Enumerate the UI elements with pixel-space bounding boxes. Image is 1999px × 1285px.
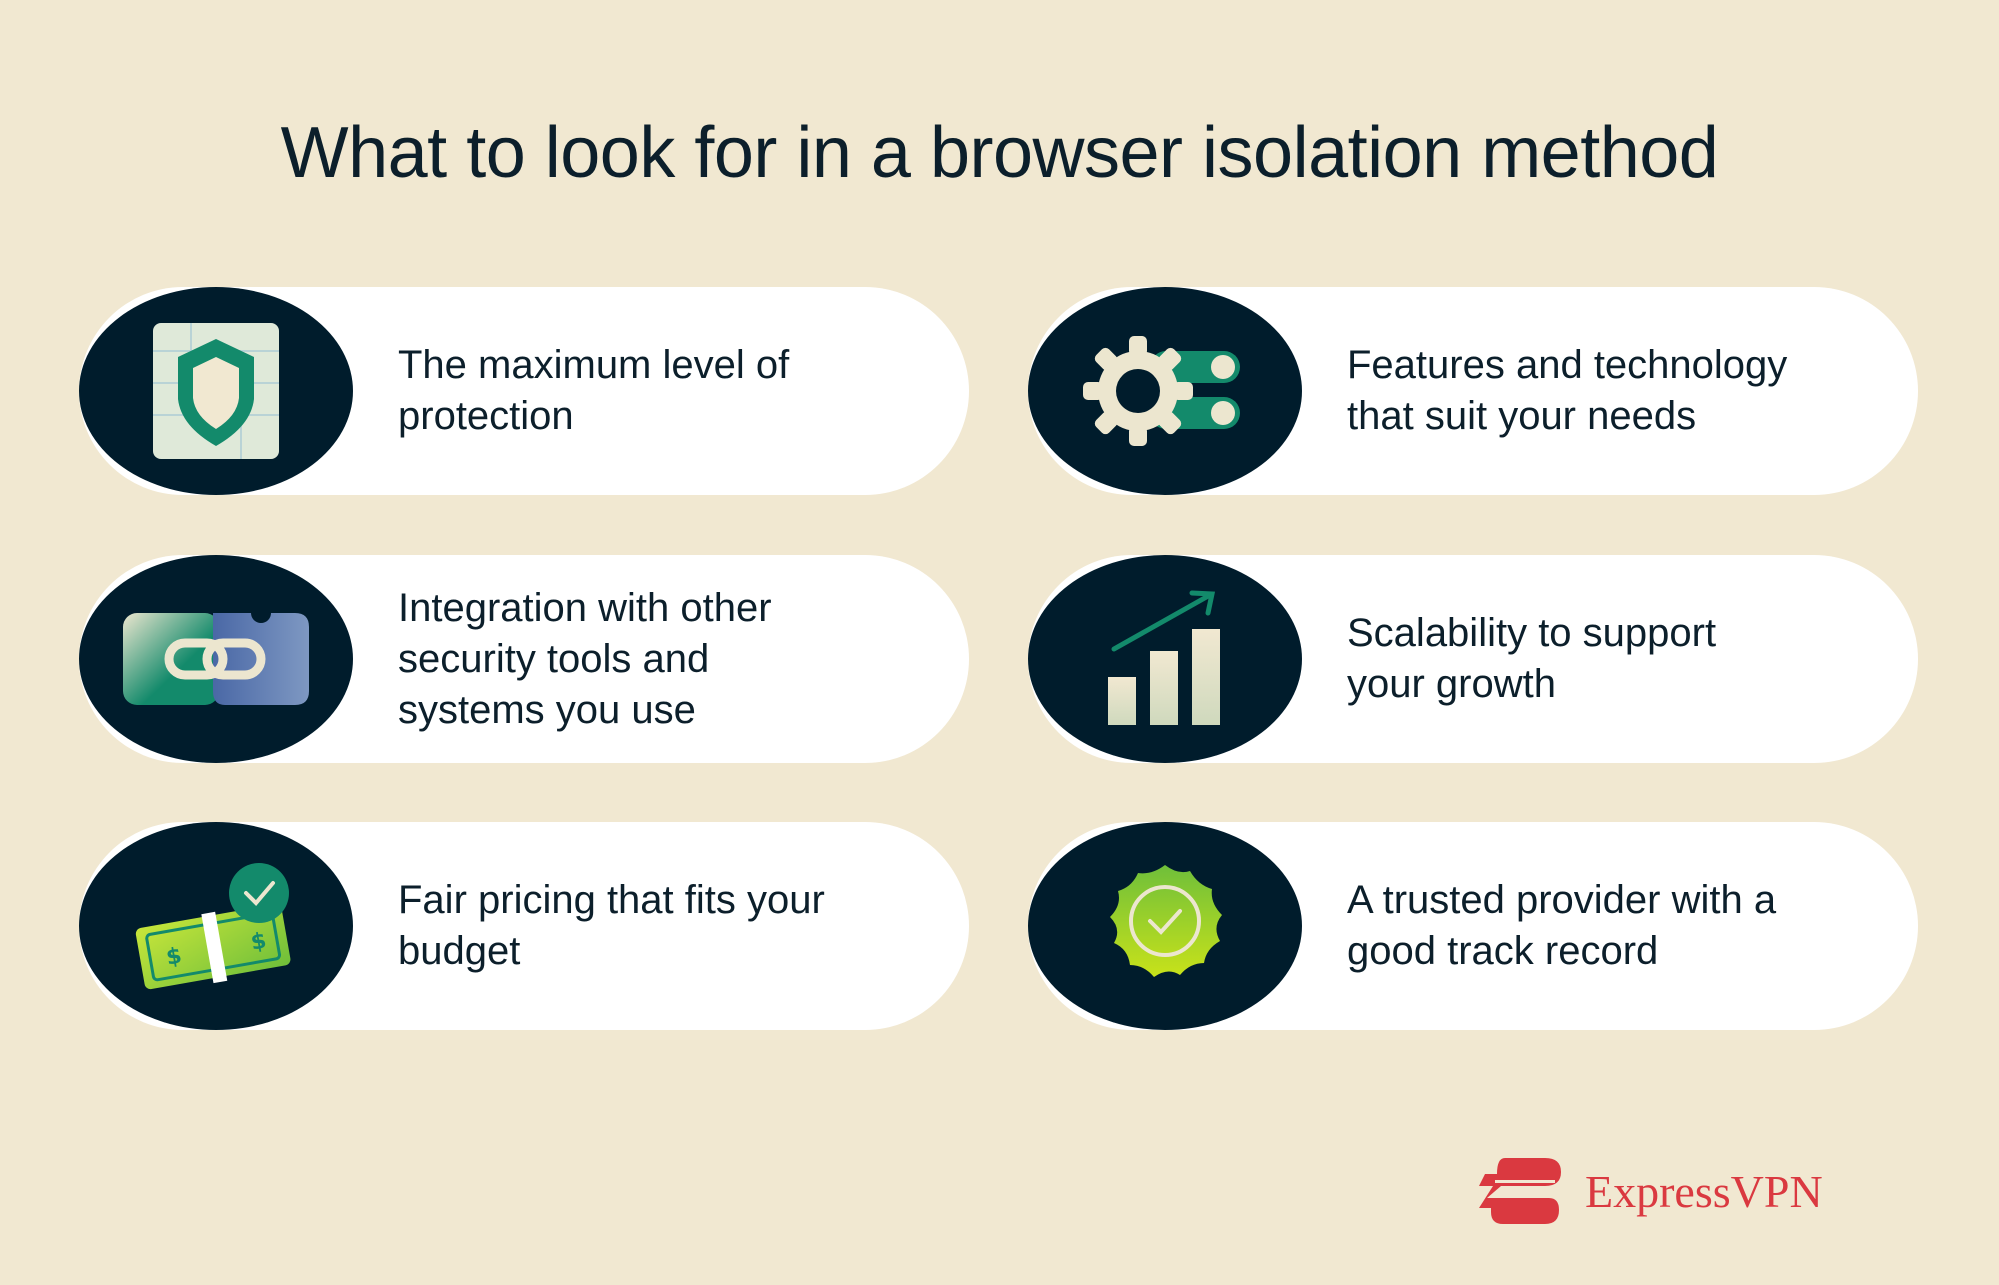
feature-card-trusted: A trusted provider with a good track rec… bbox=[1028, 822, 1918, 1030]
svg-text:$: $ bbox=[249, 929, 268, 956]
brand-name: ExpressVPN bbox=[1585, 1165, 1823, 1217]
expressvpn-logo: ExpressVPN bbox=[1479, 1158, 1823, 1224]
gear-toggle-icon bbox=[1083, 336, 1240, 446]
growth-chart-icon bbox=[1108, 590, 1220, 725]
verified-badge-icon bbox=[1110, 865, 1222, 977]
feature-text: Fair pricing that fits your budget bbox=[398, 878, 825, 973]
feature-text: The maximum level of protection bbox=[398, 343, 790, 438]
expressvpn-logo-icon bbox=[1479, 1158, 1561, 1224]
feature-card-features: Features and technology that suit your n… bbox=[1028, 287, 1918, 495]
shield-icon bbox=[153, 323, 279, 459]
feature-text: Scalability to support your growth bbox=[1347, 611, 1717, 706]
feature-text: Integration with other security tools an… bbox=[398, 585, 772, 732]
feature-text: A trusted provider with a good track rec… bbox=[1347, 878, 1777, 973]
page-title: What to look for in a browser isolation … bbox=[280, 113, 1719, 193]
feature-card-protection: The maximum level of protection bbox=[79, 287, 969, 495]
money-check-icon: $ $ bbox=[135, 863, 291, 990]
svg-text:$: $ bbox=[164, 943, 183, 970]
feature-text: Features and technology that suit your n… bbox=[1347, 343, 1788, 438]
feature-card-integration: Integration with other security tools an… bbox=[79, 555, 969, 763]
feature-card-scalability: Scalability to support your growth bbox=[1028, 555, 1918, 763]
link-icon bbox=[123, 613, 309, 705]
feature-card-pricing: $ $ Fair pricing that fits your budget bbox=[79, 822, 969, 1030]
